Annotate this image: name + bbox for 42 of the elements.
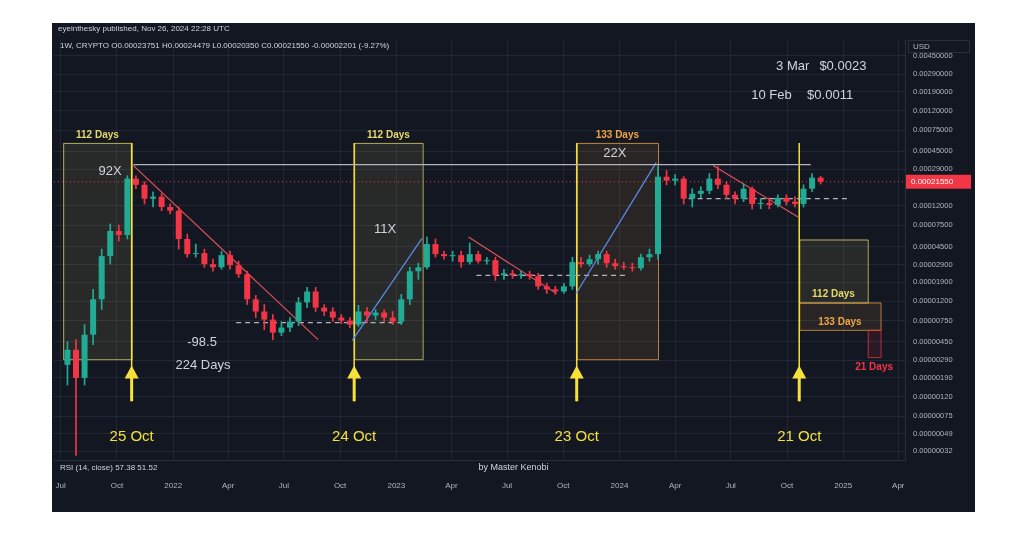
- band-label: 133 Days: [595, 128, 640, 140]
- x-tick-label: 2022: [164, 481, 183, 490]
- annotation: $0.0011: [807, 87, 854, 103]
- ref-line-label: 25 Oct: [109, 427, 155, 445]
- x-tick-label: Apr: [445, 481, 458, 490]
- x-tick-label: Jul: [55, 481, 67, 490]
- annotation: 92X: [98, 162, 123, 178]
- x-tick-label: Apr: [892, 481, 905, 490]
- x-tick-label: Jul: [501, 481, 513, 490]
- ref-line-label: 23 Oct: [554, 427, 600, 445]
- x-tick-label: Oct: [110, 481, 124, 490]
- ref-line-label: 24 Oct: [332, 427, 378, 445]
- candlestick: [552, 286, 559, 295]
- annotation: 11X: [373, 221, 397, 237]
- ref-line-label: 0.00021550: [911, 176, 954, 186]
- annotation: 10 Feb: [751, 87, 792, 103]
- x-tick-label: 2024: [610, 481, 629, 490]
- x-tick-label: Oct: [333, 481, 348, 490]
- band-label: 112 Days: [812, 288, 856, 300]
- annotation: $0.0023: [819, 57, 867, 73]
- x-tick-label: Apr: [668, 481, 682, 490]
- y-axis-title: USD: [913, 42, 931, 52]
- x-tick-label: Jul: [725, 481, 737, 490]
- text: by Master Kenobi: [478, 462, 549, 473]
- band-label: 21 Days: [855, 360, 894, 372]
- x-tick-label: 2023: [387, 481, 406, 490]
- x-tick-label: Jul: [278, 481, 290, 490]
- band-label: 112 Days: [366, 128, 411, 140]
- x-tick-label: Apr: [222, 481, 235, 490]
- x-tick-label: Oct: [780, 481, 795, 490]
- ref-line-label: 21 Oct: [777, 427, 823, 445]
- band-label: 112 Days: [75, 128, 120, 140]
- x-tick-label: Oct: [557, 481, 571, 490]
- annotation: 3 Mar: [776, 57, 810, 73]
- annotation: -98.5: [187, 334, 217, 350]
- band-label: 133 Days: [818, 315, 863, 327]
- annotation: 1W, CRYPTO O0.00023751 H0.00024479 L0.00020350 C0.00021550 -0.00002201 (-9.27%): [60, 41, 390, 51]
- x-tick-label: 2025: [834, 481, 853, 490]
- text: eyeinthesky published, Nov 26, 2024 22:28 UTC: [58, 24, 230, 34]
- text: RSI (14, close) 57.38 51.52: [60, 463, 158, 473]
- annotation: 224 Days: [175, 356, 231, 372]
- annotation: 22X: [603, 144, 627, 160]
